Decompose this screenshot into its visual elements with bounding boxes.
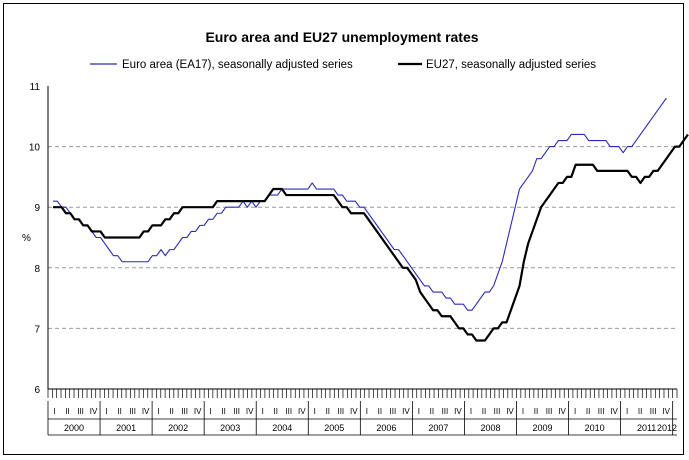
y-tick-label: 8 <box>34 264 40 275</box>
year-label: 2008 <box>480 423 500 433</box>
year-label: 2012 <box>657 423 677 433</box>
quarter-label: I <box>262 407 264 416</box>
quarter-label: IV <box>402 407 410 416</box>
quarter-label: IV <box>298 407 306 416</box>
year-label: 2003 <box>220 423 240 433</box>
series-line-eu27 <box>53 133 689 342</box>
quarter-label: I <box>366 407 368 416</box>
quarter-label: II <box>169 407 173 416</box>
year-label: 2002 <box>168 423 188 433</box>
quarter-label: II <box>378 407 382 416</box>
year-label: 2006 <box>376 423 396 433</box>
quarter-label: IV <box>558 407 566 416</box>
series-lines <box>53 97 689 342</box>
quarter-label: I <box>470 407 472 416</box>
quarter-label: III <box>285 407 292 416</box>
quarter-label: II <box>586 407 590 416</box>
legend: Euro area (EA17), seasonally adjusted se… <box>90 59 596 71</box>
y-axis-label: % <box>22 233 31 244</box>
quarter-label: II <box>274 407 278 416</box>
y-tick-label: 11 <box>30 82 41 93</box>
quarter-label: III <box>442 407 449 416</box>
y-tick-label: 6 <box>34 385 40 396</box>
year-label: 2010 <box>585 423 605 433</box>
year-label: 2011 <box>637 423 656 433</box>
quarter-label: I <box>210 407 212 416</box>
quarter-label: II <box>117 407 121 416</box>
quarter-label: IV <box>454 407 462 416</box>
quarter-label: I <box>574 407 576 416</box>
quarter-label: I <box>418 407 420 416</box>
quarter-label: IV <box>350 407 358 416</box>
quarter-label: II <box>65 407 69 416</box>
y-tick-label: 7 <box>34 324 40 335</box>
year-label: 2001 <box>116 423 136 433</box>
year-label: 2004 <box>272 423 292 433</box>
quarter-label: III <box>598 407 605 416</box>
gridlines <box>48 146 677 329</box>
chart-title: Euro area and EU27 unemployment rates <box>205 29 478 45</box>
quarter-label: I <box>314 407 316 416</box>
year-label: 2005 <box>324 423 344 433</box>
y-tick-labels: 6 7 8 9 10 11 <box>29 82 41 396</box>
quarter-label: II <box>638 407 642 416</box>
year-label: 2000 <box>64 423 84 433</box>
quarter-label: III <box>390 407 397 416</box>
quarter-label: IV <box>610 407 618 416</box>
year-label: 2007 <box>428 423 448 433</box>
chart-frame <box>3 3 684 455</box>
series-line-ea17 <box>53 97 667 311</box>
quarter-label: I <box>522 407 524 416</box>
quarter-label: I <box>105 407 107 416</box>
quarter-label: IV <box>90 407 98 416</box>
quarter-label: I <box>53 407 55 416</box>
quarter-label: IV <box>142 407 150 416</box>
year-label: 2009 <box>533 423 553 433</box>
quarter-label: IV <box>506 407 514 416</box>
axes <box>47 86 677 390</box>
y-tick-label: 9 <box>34 203 40 214</box>
quarter-label: I <box>158 407 160 416</box>
legend-label-ea17: Euro area (EA17), seasonally adjusted se… <box>122 59 353 71</box>
quarter-label: III <box>181 407 188 416</box>
quarter-label: II <box>221 407 225 416</box>
quarter-label: III <box>494 407 501 416</box>
quarter-label: II <box>534 407 538 416</box>
quarter-label: I <box>626 407 628 416</box>
quarter-label: IV <box>194 407 202 416</box>
quarter-label: II <box>482 407 486 416</box>
quarter-label: II <box>430 407 434 416</box>
quarter-label: IV <box>662 407 670 416</box>
y-tick-label: 10 <box>29 143 41 154</box>
legend-label-eu27: EU27, seasonally adjusted series <box>426 59 596 71</box>
quarter-label: III <box>77 407 84 416</box>
quarter-label: III <box>129 407 136 416</box>
quarter-label: II <box>326 407 330 416</box>
quarter-label: III <box>233 407 240 416</box>
quarter-label: III <box>650 407 657 416</box>
quarter-label: IV <box>246 407 254 416</box>
quarter-label: III <box>546 407 553 416</box>
quarter-label: III <box>337 407 344 416</box>
